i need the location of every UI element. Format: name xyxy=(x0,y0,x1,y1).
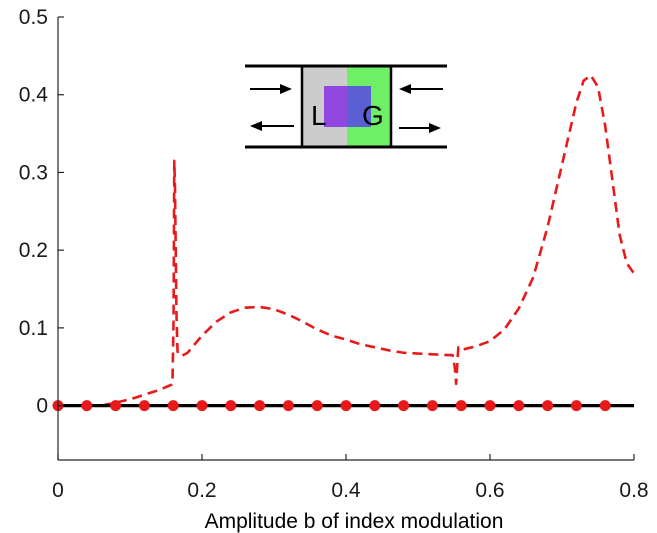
tick-labels: 0 0.2 0.4 0.6 0.8 0 0.1 0.2 0.3 0.4 0.5 xyxy=(19,6,649,502)
data-point xyxy=(282,400,294,412)
inset-left-letter: L xyxy=(311,100,327,131)
data-point xyxy=(340,400,352,412)
inset-overlap-right xyxy=(347,86,371,127)
y-tick-label: 0.3 xyxy=(19,161,48,184)
arrow-right-icon xyxy=(250,84,292,94)
x-tick-label: 0.8 xyxy=(619,479,648,502)
data-point xyxy=(138,400,150,412)
y-tick-label: 0.2 xyxy=(19,239,48,262)
data-point xyxy=(542,400,554,412)
series-line-dashed xyxy=(100,73,636,407)
arrow-right-icon xyxy=(399,123,441,133)
y-tick-label: 0.1 xyxy=(19,317,48,340)
data-point xyxy=(570,400,582,412)
data-point xyxy=(167,400,179,412)
data-point xyxy=(254,400,266,412)
data-point xyxy=(484,400,496,412)
data-point xyxy=(369,400,381,412)
data-point xyxy=(513,400,525,412)
x-tick-label: 0.4 xyxy=(331,479,361,502)
data-point xyxy=(426,400,438,412)
data-point xyxy=(599,400,611,412)
axes xyxy=(57,16,635,461)
arrow-left-icon xyxy=(399,84,443,94)
y-tick-label: 0.4 xyxy=(19,84,49,107)
data-point xyxy=(81,400,93,412)
data-point xyxy=(398,400,410,412)
inset-schematic: L G xyxy=(245,64,447,149)
arrow-left-icon xyxy=(250,121,294,131)
x-tick-label: 0.6 xyxy=(475,479,504,502)
data-point xyxy=(110,400,122,412)
y-tick-label: 0.5 xyxy=(19,6,48,29)
data-point xyxy=(311,400,323,412)
y-tick-label: 0 xyxy=(36,395,48,418)
plot-area xyxy=(52,73,636,412)
data-point xyxy=(225,400,237,412)
data-point xyxy=(196,400,208,412)
x-tick-label: 0.2 xyxy=(187,479,216,502)
data-point xyxy=(455,400,467,412)
x-tick-label: 0 xyxy=(52,479,64,502)
inset-right-letter: G xyxy=(362,100,384,131)
x-axis-label: Amplitude b of index modulation xyxy=(205,510,504,533)
inset-overlap-left xyxy=(324,86,348,127)
